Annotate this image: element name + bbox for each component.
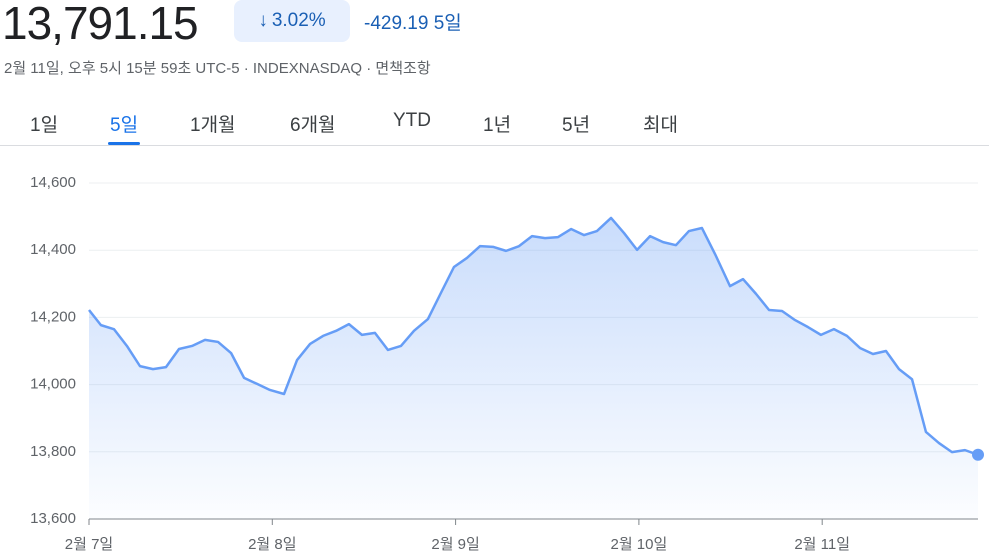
- x-tick-label: 2월 10일: [610, 536, 667, 553]
- divider: [0, 145, 989, 146]
- area: [89, 217, 978, 519]
- x-tick-label: 2월 9일: [431, 536, 479, 553]
- change-abs: -429.19: [364, 13, 429, 34]
- range-tab[interactable]: 1년: [483, 115, 512, 136]
- range-tab[interactable]: 5일: [107, 110, 141, 145]
- range-tab[interactable]: 6개월: [290, 115, 336, 136]
- y-tick-label: 13,600: [30, 510, 76, 527]
- range-tab[interactable]: 최대: [643, 115, 678, 136]
- y-tick-label: 14,000: [30, 376, 76, 393]
- down-arrow: ↓: [258, 10, 268, 31]
- y-tick-label: 14,200: [30, 308, 76, 325]
- range-tab[interactable]: 5년: [562, 115, 591, 136]
- x-tick-label: 2월 11일: [794, 536, 850, 553]
- y-tick-label: 14,600: [30, 174, 76, 191]
- range-tab[interactable]: 1일: [30, 115, 59, 136]
- change-badge: ↓ 3.02%: [234, 0, 350, 42]
- range-tab[interactable]: YTD: [393, 110, 431, 131]
- y-tick-label: 13,800: [30, 443, 76, 460]
- price-line: [88, 216, 979, 456]
- change-pct: 3.02%: [271, 10, 326, 31]
- range-tab[interactable]: 1개월: [190, 115, 236, 136]
- change: -429.19 5일: [364, 8, 462, 35]
- last-point: [972, 448, 984, 461]
- x-tick-label: 2월 7일: [65, 536, 113, 553]
- change-period: 5일: [433, 13, 462, 34]
- subtitle: 2월 11일, 오후 5시 15분 59초 UTC-5 · INDEXNASDA…: [4, 60, 431, 77]
- y-tick-label: 14,400: [30, 241, 76, 258]
- x-tick-label: 2월 8일: [248, 536, 296, 553]
- price: 13,791.15: [2, 0, 199, 49]
